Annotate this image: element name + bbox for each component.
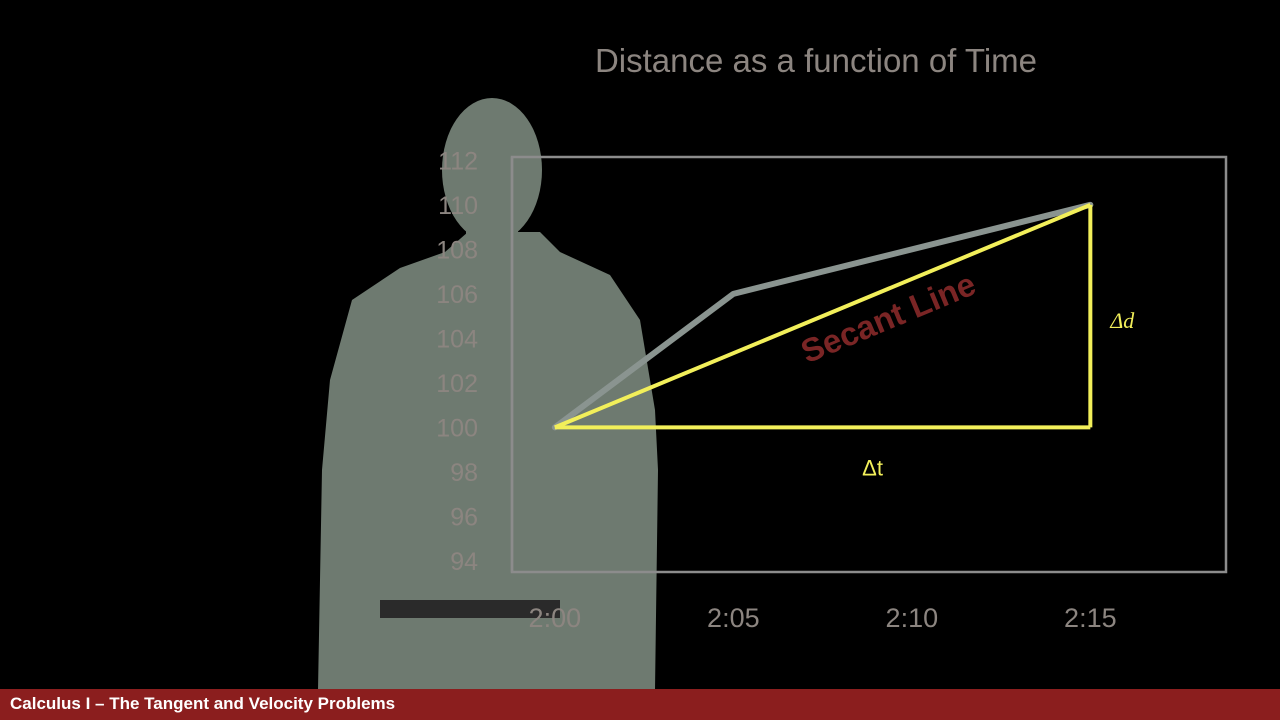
x-tick-label: 2:10 [886, 603, 939, 633]
x-tick-label: 2:15 [1064, 603, 1117, 633]
presenter-head [442, 98, 542, 242]
y-tick-labels: 94 96 98 100 102 104 106 108 110 112 [436, 147, 478, 576]
presenter-neck [466, 222, 518, 252]
presenter-belt [380, 600, 560, 618]
secant-line [554, 202, 1092, 430]
distance-curve [551, 201, 1094, 431]
x-tick-labels: 2:00 2:05 2:10 2:15 [529, 603, 1117, 633]
y-tick-label: 108 [436, 236, 478, 264]
y-tick-label: 96 [450, 503, 478, 531]
y-tick-label: 94 [450, 548, 478, 576]
footer-bar: Calculus I – The Tangent and Velocity Pr… [0, 689, 1280, 720]
presenter-figure [318, 98, 658, 690]
y-tick-label: 100 [436, 414, 478, 442]
lecture-title: Calculus I – The Tangent and Velocity Pr… [10, 694, 396, 713]
delta-d-label: Δd [1109, 308, 1135, 333]
x-tick-label: 2:00 [529, 603, 582, 633]
delta-t-label: Δt [862, 455, 883, 480]
y-tick-label: 106 [436, 281, 478, 309]
y-tick-label: 104 [436, 325, 478, 353]
chart-title: Distance as a function of Time [595, 42, 1037, 79]
y-tick-label: 102 [436, 370, 478, 398]
y-tick-label: 98 [450, 459, 478, 487]
y-tick-label: 110 [438, 192, 478, 220]
x-tick-label: 2:05 [707, 603, 760, 633]
y-tick-label: 112 [438, 147, 478, 175]
presenter-torso [318, 232, 658, 690]
